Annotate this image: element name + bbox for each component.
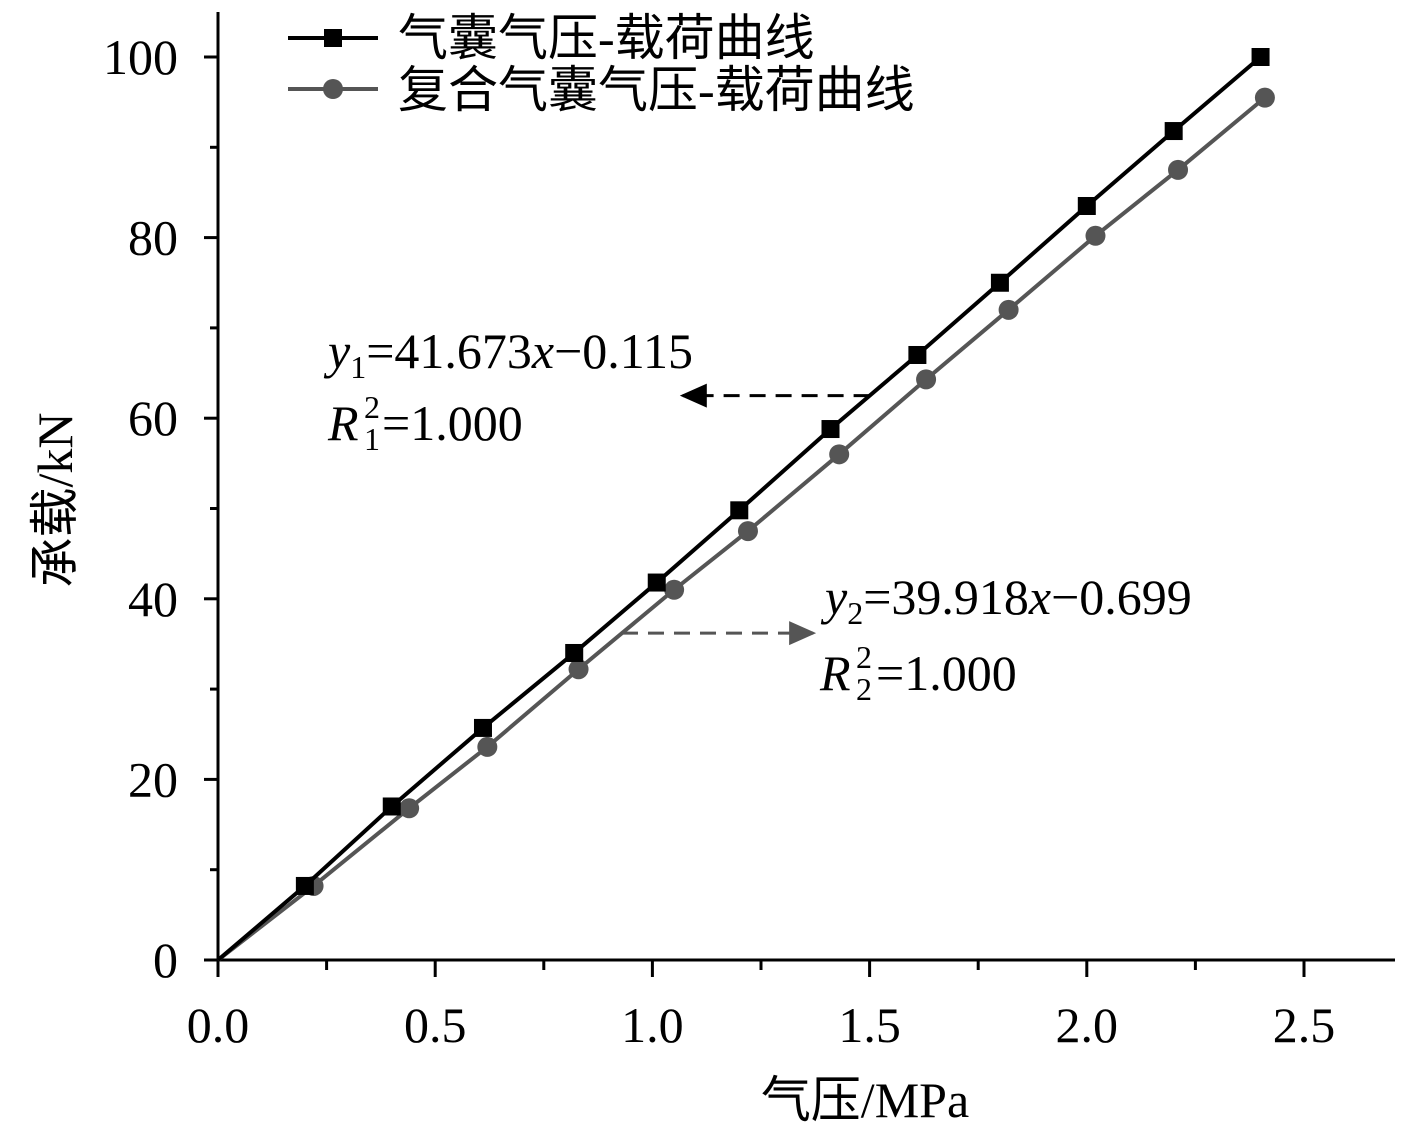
equation-2-rhs: =39.918	[863, 569, 1029, 625]
r-squared-2-index: 2	[856, 671, 872, 707]
r-squared-1-text: R 2 1=1.000	[327, 389, 523, 457]
series-2-point	[1254, 87, 1275, 108]
y-tick-label: 100	[103, 29, 178, 85]
series-2-point	[916, 369, 937, 390]
y-tick-label: 80	[128, 210, 178, 266]
series-layer	[216, 48, 1275, 962]
series-1-point	[821, 420, 840, 439]
axes	[216, 12, 1395, 962]
series-2-point	[568, 659, 589, 680]
series-1-point	[990, 273, 1009, 292]
series-2-point	[1085, 225, 1106, 246]
series-1-point	[382, 797, 401, 816]
series-2-point	[399, 798, 420, 819]
series-1-point	[473, 718, 492, 737]
y-ticks: 0 20 40 60 80 100	[103, 29, 218, 988]
equation-2-xvar: x	[1028, 569, 1051, 625]
x-tick-label: 0.0	[187, 997, 250, 1053]
r-squared-2-value: =1.000	[876, 645, 1017, 701]
equation-1-tail: −0.115	[554, 323, 693, 379]
y-tick-label: 20	[128, 751, 178, 807]
series-1-point	[908, 345, 927, 364]
series-2-point	[1168, 159, 1189, 180]
r-squared-2-text: R 2 2=1.000	[819, 639, 1017, 707]
x-tick-label: 2.0	[1056, 997, 1119, 1053]
equation-2-var: y	[820, 569, 848, 625]
series-2-point	[664, 579, 685, 600]
y-tick-label: 40	[128, 571, 178, 627]
x-tick-label: 1.0	[621, 997, 684, 1053]
equation-1-xvar: x	[531, 323, 554, 379]
equation-annotation-series-2: y2=39.918x−0.699 R 2 2=1.000	[621, 569, 1192, 707]
series-2-point	[737, 521, 758, 542]
legend-label-series-1: 气囊气压-载荷曲线	[398, 10, 815, 66]
y-axis-title: 承载/kN	[27, 413, 83, 588]
series-2-point	[998, 299, 1019, 320]
legend-marker-series-1	[324, 29, 342, 47]
x-tick-label: 0.5	[404, 997, 467, 1053]
series-1-point	[1077, 196, 1096, 215]
equation-2-tail: −0.699	[1051, 569, 1192, 625]
equation-annotation-series-1: y1=41.673x−0.115 R 2 1=1.000	[323, 323, 870, 457]
equation-1-var: y	[323, 323, 351, 379]
equation-2-text: y2=39.918x−0.699	[820, 569, 1192, 631]
r-squared-2-var: R	[819, 645, 851, 701]
series-1-point	[1164, 122, 1183, 141]
y-tick-label: 60	[128, 390, 178, 446]
series-2	[216, 87, 1275, 962]
equation-2-index: 2	[847, 595, 863, 631]
series-1-point	[730, 501, 749, 520]
series-2-point	[477, 736, 498, 757]
x-tick-label: 1.5	[838, 997, 901, 1053]
series-1-point	[1251, 48, 1270, 66]
legend: 气囊气压-载荷曲线 复合气囊气压-载荷曲线	[288, 10, 915, 118]
r-squared-1-var: R	[327, 395, 359, 451]
series-1	[216, 48, 1270, 962]
legend-marker-series-2	[323, 79, 343, 99]
equation-1-index: 1	[350, 349, 366, 385]
series-1-point	[647, 573, 666, 592]
r-squared-1-value: =1.000	[382, 395, 523, 451]
series-1-point	[295, 876, 314, 895]
series-2-point	[829, 444, 850, 465]
y-tick-label: 0	[153, 932, 178, 988]
series-1-point	[565, 643, 584, 662]
r-squared-1-power: 2	[364, 389, 380, 425]
x-axis-title: 气压/MPa	[761, 1072, 969, 1128]
legend-label-series-2: 复合气囊气压-载荷曲线	[398, 62, 915, 118]
x-ticks: 0.0 0.5 1.0 1.5 2.0 2.5	[187, 960, 1336, 1053]
equation-1-text: y1=41.673x−0.115	[323, 323, 693, 385]
r-squared-2-power: 2	[856, 639, 872, 675]
equation-1-rhs: =41.673	[366, 323, 532, 379]
x-tick-label: 2.5	[1273, 997, 1336, 1053]
r-squared-1-index: 1	[364, 421, 380, 457]
